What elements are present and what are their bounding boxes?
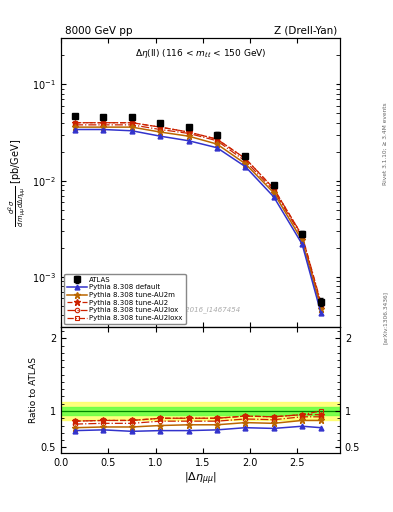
Pythia 8.308 tune-AU2loxx: [300, 232, 305, 239]
Pythia 8.308 tune-AU2m: [73, 124, 77, 130]
Line: Pythia 8.308 tune-AU2: Pythia 8.308 tune-AU2: [72, 119, 325, 308]
X-axis label: $|\Delta\eta_{\mu\mu}|$: $|\Delta\eta_{\mu\mu}|$: [184, 471, 217, 487]
Pythia 8.308 default: [300, 241, 305, 247]
Pythia 8.308 tune-AU2: [130, 120, 134, 126]
Y-axis label: Ratio to ATLAS: Ratio to ATLAS: [29, 357, 38, 423]
Pythia 8.308 tune-AU2lox: [186, 131, 191, 137]
Pythia 8.308 default: [73, 126, 77, 133]
Pythia 8.308 tune-AU2loxx: [186, 129, 191, 135]
Line: Pythia 8.308 tune-AU2m: Pythia 8.308 tune-AU2m: [72, 123, 325, 312]
Pythia 8.308 tune-AU2m: [215, 141, 219, 147]
Line: Pythia 8.308 tune-AU2loxx: Pythia 8.308 tune-AU2loxx: [73, 120, 323, 305]
Text: 8000 GeV pp: 8000 GeV pp: [65, 26, 132, 36]
Text: Rivet 3.1.10; ≥ 3.4M events: Rivet 3.1.10; ≥ 3.4M events: [383, 102, 387, 185]
Pythia 8.308 tune-AU2loxx: [272, 185, 276, 191]
Pythia 8.308 tune-AU2: [300, 232, 305, 239]
Pythia 8.308 tune-AU2lox: [73, 122, 77, 128]
Pythia 8.308 default: [319, 310, 323, 316]
Pythia 8.308 tune-AU2lox: [130, 122, 134, 128]
Pythia 8.308 default: [158, 133, 163, 139]
Pythia 8.308 tune-AU2: [73, 120, 77, 126]
Pythia 8.308 tune-AU2m: [186, 133, 191, 139]
Pythia 8.308 tune-AU2loxx: [130, 120, 134, 126]
Pythia 8.308 tune-AU2: [215, 136, 219, 142]
Pythia 8.308 tune-AU2: [272, 185, 276, 191]
Pythia 8.308 tune-AU2lox: [300, 234, 305, 240]
Pythia 8.308 tune-AU2: [243, 156, 248, 162]
Text: $\Delta\eta$(ll) (116 < $m_{\ell\ell}$ < 150 GeV): $\Delta\eta$(ll) (116 < $m_{\ell\ell}$ <…: [135, 47, 266, 60]
Pythia 8.308 tune-AU2: [158, 124, 163, 130]
Pythia 8.308 default: [272, 194, 276, 200]
Pythia 8.308 tune-AU2loxx: [319, 300, 323, 306]
Pythia 8.308 tune-AU2lox: [101, 122, 106, 128]
Text: [arXiv:1306.3436]: [arXiv:1306.3436]: [383, 291, 387, 344]
Pythia 8.308 default: [215, 145, 219, 151]
Text: Z (Drell-Yan): Z (Drell-Yan): [274, 26, 337, 36]
Bar: [61, 402, 340, 420]
Pythia 8.308 default: [186, 138, 191, 144]
Pythia 8.308 tune-AU2m: [130, 124, 134, 130]
Pythia 8.308 default: [101, 126, 106, 133]
Pythia 8.308 tune-AU2m: [243, 161, 248, 167]
Pythia 8.308 tune-AU2m: [158, 129, 163, 135]
Text: ATLAS_2016_I1467454: ATLAS_2016_I1467454: [160, 307, 241, 313]
Pythia 8.308 default: [130, 127, 134, 134]
Y-axis label: $\frac{d^2\sigma}{d\,m_{\mu\mu}\,d\Delta\eta_{\mu\mu}}$ [pb/GeV]: $\frac{d^2\sigma}{d\,m_{\mu\mu}\,d\Delta…: [6, 139, 28, 227]
Pythia 8.308 tune-AU2: [319, 302, 323, 308]
Pythia 8.308 tune-AU2loxx: [101, 120, 106, 126]
Pythia 8.308 tune-AU2m: [300, 238, 305, 244]
Bar: [61, 408, 340, 415]
Pythia 8.308 tune-AU2lox: [158, 126, 163, 133]
Pythia 8.308 tune-AU2lox: [272, 187, 276, 194]
Pythia 8.308 tune-AU2: [101, 120, 106, 126]
Pythia 8.308 tune-AU2loxx: [243, 156, 248, 162]
Pythia 8.308 tune-AU2m: [272, 189, 276, 196]
Pythia 8.308 tune-AU2loxx: [158, 124, 163, 130]
Line: Pythia 8.308 tune-AU2lox: Pythia 8.308 tune-AU2lox: [73, 123, 323, 308]
Pythia 8.308 tune-AU2: [186, 129, 191, 135]
Legend: ATLAS, Pythia 8.308 default, Pythia 8.308 tune-AU2m, Pythia 8.308 tune-AU2, Pyth: ATLAS, Pythia 8.308 default, Pythia 8.30…: [64, 274, 185, 324]
Pythia 8.308 tune-AU2m: [101, 124, 106, 130]
Line: Pythia 8.308 default: Pythia 8.308 default: [73, 127, 323, 316]
Pythia 8.308 tune-AU2lox: [243, 158, 248, 164]
Pythia 8.308 default: [243, 163, 248, 169]
Pythia 8.308 tune-AU2lox: [215, 138, 219, 144]
Pythia 8.308 tune-AU2m: [319, 306, 323, 312]
Pythia 8.308 tune-AU2loxx: [215, 136, 219, 142]
Pythia 8.308 tune-AU2lox: [319, 303, 323, 309]
Pythia 8.308 tune-AU2loxx: [73, 120, 77, 126]
